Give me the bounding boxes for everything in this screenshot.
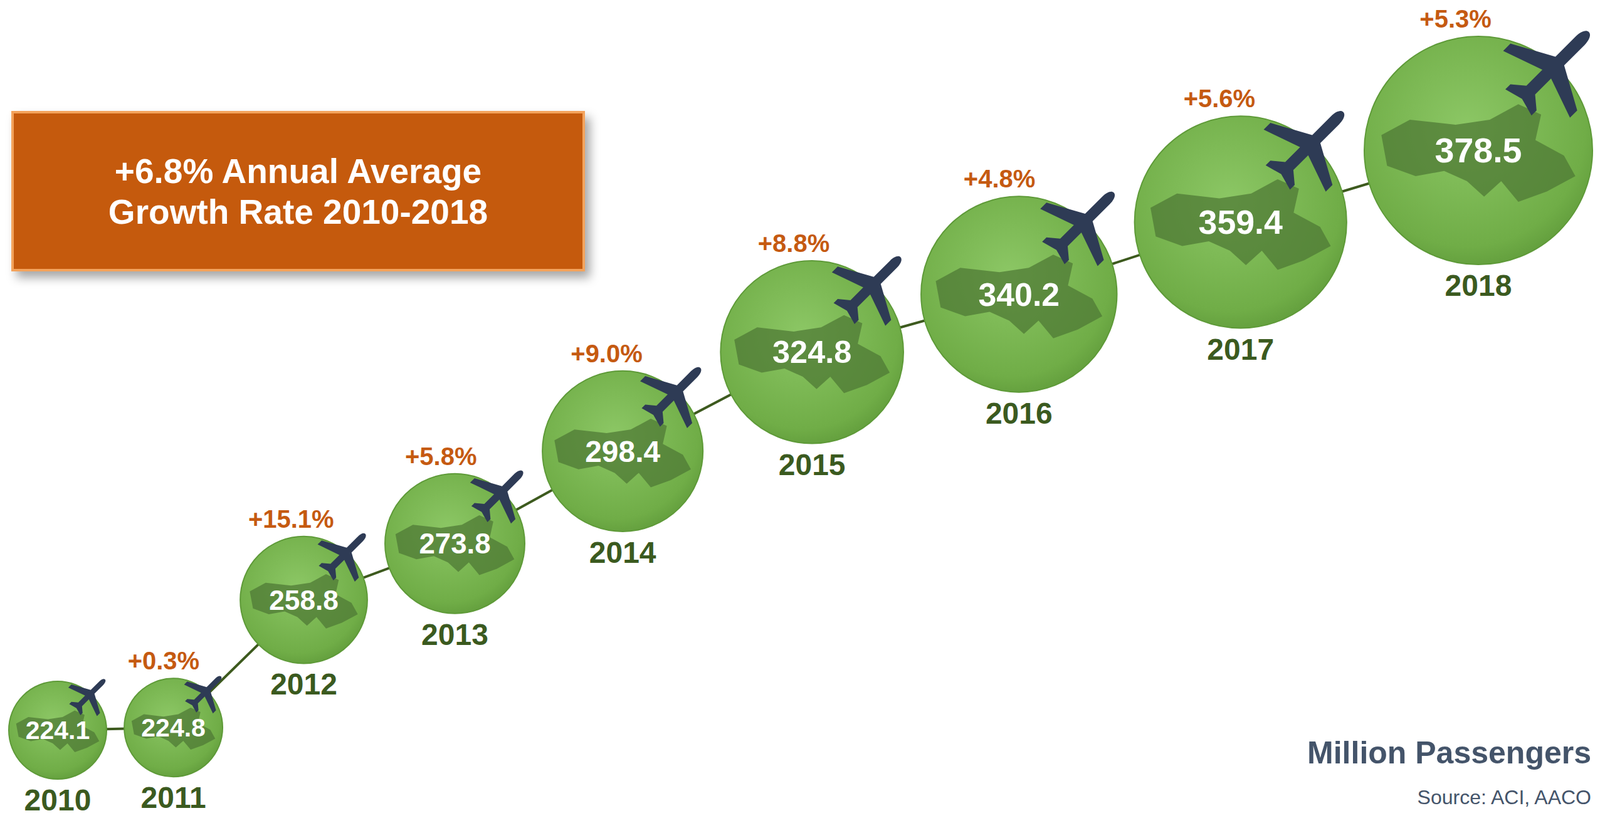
annotation-background <box>12 112 584 271</box>
growth-label: +8.8% <box>757 229 831 258</box>
map-silhouette <box>554 418 691 488</box>
value-label: 273.8 <box>418 527 491 560</box>
year-label: 2014 <box>589 536 657 570</box>
map-silhouette <box>395 515 515 575</box>
plane-icon <box>60 665 120 725</box>
year-label: 2017 <box>1206 332 1274 367</box>
bubble-group: 258.8 2012 +15.1% <box>240 505 384 702</box>
growth-label: +4.8% <box>963 164 1036 193</box>
bubble-group: 359.4 2017 +5.6% <box>1134 80 1375 366</box>
annotation-text: +6.8% Annual AverageGrowth Rate 2010-201… <box>108 151 488 232</box>
unit-label: Million Passengers <box>1307 735 1592 771</box>
map-silhouette <box>16 710 100 753</box>
year-label: 2016 <box>985 396 1053 431</box>
growth-label: +9.0% <box>570 339 643 368</box>
year-label: 2018 <box>1445 268 1513 303</box>
bubble-group: 378.5 2018 +5.3% <box>1364 0 1600 303</box>
bubble-group: 224.8 2011 +0.3% <box>124 647 236 815</box>
value-label: 340.2 <box>978 276 1060 313</box>
year-label: 2010 <box>24 783 92 817</box>
year-label: 2013 <box>421 618 489 652</box>
plane-icon <box>1247 80 1375 209</box>
value-label: 378.5 <box>1435 131 1523 170</box>
growth-label: +0.3% <box>127 647 200 675</box>
map-silhouette <box>249 574 358 629</box>
year-label: 2012 <box>270 667 338 701</box>
plane-icon <box>1024 164 1143 283</box>
bubble-group: 224.1 2010 <box>8 665 120 817</box>
map-silhouette <box>734 315 890 394</box>
growth-label: +5.8% <box>405 442 478 471</box>
growth-label: +5.3% <box>1419 5 1492 33</box>
map-silhouette <box>131 707 216 750</box>
growth-label: +15.1% <box>248 505 335 533</box>
value-label: 224.1 <box>25 715 90 745</box>
bubble-group: 298.4 2014 +9.0% <box>542 339 724 570</box>
connector-line <box>57 150 1479 731</box>
map-silhouette <box>1150 179 1332 271</box>
annotation-box: +6.8% Annual AverageGrowth Rate 2010-201… <box>12 112 584 271</box>
value-label: 224.8 <box>141 713 206 743</box>
value-label: 359.4 <box>1198 203 1283 241</box>
value-label: 258.8 <box>268 584 339 616</box>
plane-icon <box>1485 0 1600 137</box>
annotation-line: Growth Rate 2010-2018 <box>108 192 488 232</box>
bubble-group: 340.2 2016 +4.8% <box>921 164 1143 431</box>
bubble-group: 273.8 2013 +5.8% <box>384 442 543 652</box>
value-label: 298.4 <box>584 435 661 469</box>
chart: +6.8% Annual AverageGrowth Rate 2010-201… <box>0 0 1600 833</box>
bubble-group: 324.8 2015 +8.8% <box>720 229 928 482</box>
plane-icon <box>817 230 928 341</box>
source-label: Source: ACI, AACO <box>1417 786 1592 809</box>
growth-label: +5.6% <box>1183 84 1256 113</box>
value-label: 324.8 <box>772 334 852 370</box>
year-label: 2015 <box>778 448 846 482</box>
year-label: 2011 <box>141 781 207 815</box>
annotation-line: +6.8% Annual Average <box>114 151 482 191</box>
map-silhouette <box>936 254 1103 339</box>
map-silhouette <box>1381 104 1575 202</box>
